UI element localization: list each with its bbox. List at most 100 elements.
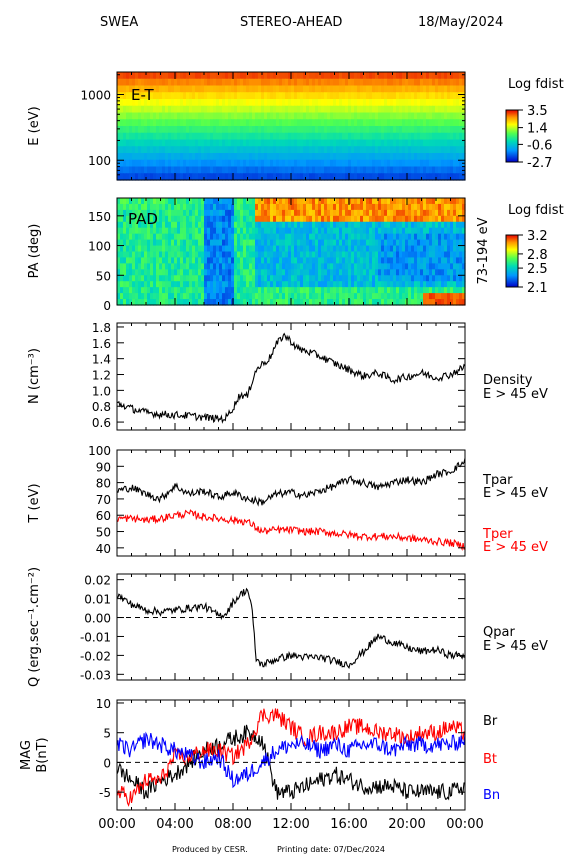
pad-cell xyxy=(306,281,310,288)
spectrogram-cell xyxy=(303,99,307,107)
pad-cell xyxy=(120,281,124,288)
spectrogram-cell xyxy=(429,99,433,107)
spectrogram-cell xyxy=(192,72,196,80)
spectrogram-cell xyxy=(135,72,139,80)
spectrogram-cell xyxy=(462,132,466,141)
spectrogram-cell xyxy=(276,139,280,147)
spectrogram-cell xyxy=(156,119,160,127)
spectrogram-cell xyxy=(168,85,172,93)
pad-cell xyxy=(330,209,334,217)
spectrogram-cell xyxy=(324,139,328,147)
pad-cell xyxy=(222,233,226,241)
spectrogram-cell xyxy=(117,92,121,100)
spectrogram-cell xyxy=(192,159,196,168)
spectrogram-cell xyxy=(123,78,127,87)
spectrogram-cell xyxy=(318,105,322,114)
pad-cell xyxy=(288,221,292,229)
spectrogram-cell xyxy=(297,105,301,114)
pad-cell xyxy=(291,203,295,211)
pad-cell xyxy=(150,263,154,270)
spectrogram-cell xyxy=(234,166,238,174)
pad-cell xyxy=(324,263,328,270)
spectrogram-cell xyxy=(369,92,373,100)
spectrogram-cell xyxy=(129,132,133,141)
pad-cell xyxy=(225,251,229,259)
spectrogram-cell xyxy=(354,78,358,87)
pad-cell xyxy=(324,221,328,229)
pad-cell xyxy=(126,203,130,211)
spectrogram-cell xyxy=(255,92,259,100)
spectrogram-cell xyxy=(213,173,217,181)
pad-cell xyxy=(186,245,190,253)
spectrogram-cell xyxy=(351,99,355,107)
pad-cell xyxy=(156,281,160,288)
pad-cell xyxy=(162,203,166,211)
pad-cell xyxy=(318,293,322,300)
pad-cell xyxy=(426,287,430,294)
spectrogram-cell xyxy=(333,126,337,134)
pad-cell xyxy=(213,257,217,264)
spectrogram-cell xyxy=(234,126,238,134)
spectrogram-cell xyxy=(147,146,151,154)
pad-cell xyxy=(384,209,388,217)
spectrogram-cell xyxy=(261,105,265,114)
spectrogram-cell xyxy=(219,112,223,120)
pad-cell xyxy=(219,227,223,235)
pad-cell xyxy=(231,233,235,241)
pad-cell xyxy=(372,215,376,223)
spectrogram-cell xyxy=(339,146,343,154)
pad-cell xyxy=(309,221,313,229)
spectrogram-cell xyxy=(237,99,241,107)
pad-cell xyxy=(363,263,367,270)
spectrogram-cell xyxy=(342,78,346,87)
pad-cell xyxy=(198,293,202,300)
pad-cell xyxy=(372,198,376,205)
spectrogram-cell xyxy=(396,119,400,127)
pad-cell xyxy=(363,203,367,211)
pad-cell xyxy=(264,263,268,270)
pad-cell xyxy=(390,198,394,205)
spectrogram-cell xyxy=(303,85,307,93)
spectrogram-cell xyxy=(249,105,253,114)
pad-cell xyxy=(267,269,271,276)
pad-cell xyxy=(216,233,220,241)
pad-cell xyxy=(177,281,181,288)
spectrogram-cell xyxy=(321,173,325,181)
pad-cell xyxy=(327,299,331,306)
pad-cell xyxy=(381,257,385,264)
pad-cell xyxy=(450,209,454,217)
pad-cell xyxy=(294,233,298,241)
pad-cell xyxy=(390,293,394,300)
spectrogram-cell xyxy=(156,85,160,93)
pad-cell xyxy=(147,203,151,211)
pad-cell xyxy=(213,299,217,306)
spectrogram-cell xyxy=(153,78,157,87)
spectrogram-cell xyxy=(120,173,124,181)
pad-cell xyxy=(330,281,334,288)
pad-cell xyxy=(315,198,319,205)
spectrogram-cell xyxy=(216,92,220,100)
spectrogram-cell xyxy=(366,78,370,87)
spectrogram-cell xyxy=(129,72,133,80)
spectrogram-cell xyxy=(258,119,262,127)
pad-cell xyxy=(216,209,220,217)
pad-cell xyxy=(369,221,373,229)
spectrogram-cell xyxy=(354,153,358,161)
spectrogram-cell xyxy=(246,166,250,174)
spectrogram-cell xyxy=(225,173,229,181)
pad-cell xyxy=(342,209,346,217)
pad-cell xyxy=(288,275,292,282)
pad-cell xyxy=(261,257,265,264)
spectrogram-cell xyxy=(381,159,385,168)
pad-cell xyxy=(150,239,154,247)
spectrogram-cell xyxy=(216,173,220,181)
pad-cell xyxy=(417,215,421,223)
pad-cell xyxy=(294,251,298,259)
pad-cell xyxy=(444,257,448,264)
pad-cell xyxy=(219,233,223,241)
spectrogram-cell xyxy=(393,72,397,80)
spectrogram-cell xyxy=(399,99,403,107)
pad-cell xyxy=(195,299,199,306)
spectrogram-cell xyxy=(216,159,220,168)
spectrogram-cell xyxy=(258,153,262,161)
